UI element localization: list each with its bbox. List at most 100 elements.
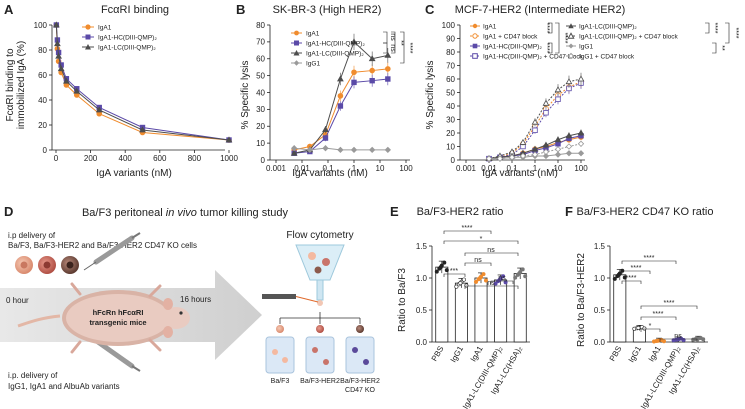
panel-a-legend: IgA1 IgA1-HC(DIII-QMP)₂ IgA1-LC(DIII-QMP…: [82, 24, 157, 52]
data-point: [554, 146, 562, 153]
tumor-cells: [15, 256, 79, 274]
x-tick-label: 0.01: [294, 164, 310, 173]
data-point: [531, 118, 539, 125]
replicate-dot: [523, 274, 528, 279]
data-point: [496, 155, 504, 162]
y-tick-label: 80: [38, 46, 47, 55]
panel-b-ylabel: % Specific lysis: [240, 61, 251, 130]
data-point: [555, 96, 561, 102]
delivery-top-2: Ba/F3, Ba/F3-HER2 and Ba/F3-HER2 CD47 KO…: [8, 241, 197, 250]
data-point: [350, 146, 358, 154]
legend-iga1-lc: IgA1-LC(DIII-QMP)₂: [566, 23, 637, 30]
x-category-label: IgG1: [627, 344, 644, 364]
bar: [494, 279, 508, 343]
y-tick-label: 70: [256, 38, 265, 47]
data-point: [485, 155, 493, 162]
svg-text:IgG1: IgG1: [579, 43, 593, 50]
svg-text:****: ****: [626, 275, 637, 282]
replicate-dot: [481, 272, 486, 277]
svg-text:IgA1-LC(DIII-QMP)₂: IgA1-LC(DIII-QMP)₂: [579, 23, 637, 30]
legend-iga1-cd47: IgA1 + CD47 block: [470, 33, 538, 40]
legend-iga1-hc: IgA1-HC(DIII-QMP)₂: [291, 40, 365, 48]
panel-e-title: Ba/F3-HER2 ratio: [417, 206, 504, 218]
replicate-dot: [661, 339, 666, 344]
panel-c-significance: [548, 22, 730, 54]
y-tick-label: 10: [256, 139, 265, 148]
x-category-label: PBS: [430, 345, 446, 363]
data-point: [385, 76, 391, 82]
legend-iga1-hc-cd47: IgA1-HC(DIII-QMP)₂ + CD47 block: [470, 53, 584, 60]
svg-text:ns: ns: [487, 280, 495, 287]
y-tick-label: 90: [446, 34, 455, 43]
replicate-dot: [513, 275, 518, 280]
replicate-dot: [483, 278, 488, 283]
svg-text:****: ****: [406, 43, 413, 54]
legend-iga1: IgA1: [291, 31, 320, 38]
replicate-dot: [520, 267, 525, 272]
delivery-top-1: i.p delivery of: [8, 231, 56, 240]
panel-b-plot: [290, 33, 392, 156]
legend-iga1: IgA1: [470, 23, 497, 30]
tube-baf3-her2: Ba/F3-HER2: [300, 325, 340, 385]
panel-e-significance: [443, 230, 519, 289]
legend-iga1-lc: IgA1-LC(DIII-QMP)₂: [82, 44, 156, 52]
data-point: [62, 77, 70, 84]
data-point: [384, 146, 391, 154]
panel-b-axes: 0 10 20 30 40 50 60 70 80 0.001 0.01 0.1 1 10 100: [256, 21, 413, 173]
y-tick-label: 1.0: [594, 274, 606, 283]
legend-iga1-hc: IgA1-HC(DIII-QMP)₂: [82, 34, 157, 42]
svg-text:ns: ns: [487, 247, 495, 254]
data-point: [565, 143, 573, 150]
data-point: [532, 127, 538, 133]
replicate-dot: [473, 279, 478, 284]
data-point: [519, 152, 527, 160]
y-tick-label: 50: [446, 88, 455, 97]
panel-e-plot: PBS IgG1 IgA1IgA1-LC(DIII-QMP)₂IgA1-LC(HSA…: [430, 260, 528, 409]
panel-b-xlabel: IgA variants (nM): [292, 168, 368, 179]
data-point: [351, 69, 357, 76]
data-point: [306, 146, 313, 154]
replicate-dot: [461, 277, 466, 282]
replicate-dot: [675, 337, 680, 342]
hour-0: 0 hour: [6, 296, 29, 305]
x-tick-label: 0.1: [322, 164, 334, 173]
data-point: [542, 152, 550, 160]
y-tick-label: 1.5: [594, 242, 606, 251]
svg-text:IgA1-HC(DIII-QMP)₂: IgA1-HC(DIII-QMP)₂: [483, 43, 542, 50]
panel-b: B SK-BR-3 (High HER2) % Specific lysis I…: [236, 2, 413, 179]
y-tick-label: 70: [446, 61, 455, 70]
data-point: [577, 140, 585, 147]
data-point: [565, 78, 573, 85]
y-tick-label: 50: [256, 71, 265, 80]
data-point: [57, 65, 65, 72]
x-tick-label: 1: [352, 164, 357, 173]
panel-a-plot: [52, 21, 233, 143]
panel-f-ylabel: Ratio to Ba/F3-HER2: [576, 253, 587, 347]
panel-e-axes: 0.0 0.5 1.0 1.5: [416, 242, 530, 347]
x-category-label: PBS: [608, 345, 624, 363]
series-line: [294, 78, 388, 154]
y-tick-label: 60: [256, 55, 265, 64]
y-tick-label: 20: [38, 121, 47, 130]
bar: [474, 277, 488, 343]
svg-text:CD47 KO: CD47 KO: [345, 387, 376, 394]
y-tick-label: 40: [256, 88, 265, 97]
svg-text:Ba/F3-HER2: Ba/F3-HER2: [300, 378, 340, 385]
y-tick-label: 0: [451, 156, 456, 165]
mouse-label-1: hFcRn hFcαRI: [93, 308, 144, 317]
x-tick-label: 10: [554, 164, 563, 173]
y-tick-label: 80: [256, 21, 265, 30]
data-point: [542, 99, 550, 106]
panel-c-ylabel: % Specific lysis: [425, 61, 436, 130]
svg-text:****: ****: [653, 311, 664, 318]
svg-text:****: ****: [631, 265, 642, 272]
svg-text:ns: ns: [498, 275, 506, 282]
x-tick-label: 100: [574, 164, 588, 173]
data-point: [322, 145, 329, 152]
y-tick-label: 20: [446, 129, 455, 138]
y-tick-label: 80: [446, 48, 455, 57]
data-point: [531, 151, 539, 158]
legend-iga1-lc-cd47: IgA1-LC(DIII-QMP)₂ + CD47 block: [566, 32, 679, 40]
y-tick-label: 0.5: [416, 306, 428, 315]
